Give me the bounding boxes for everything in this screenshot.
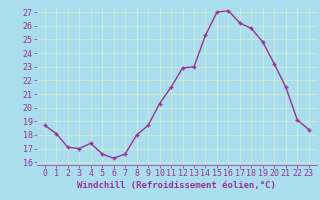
X-axis label: Windchill (Refroidissement éolien,°C): Windchill (Refroidissement éolien,°C) (77, 181, 276, 190)
